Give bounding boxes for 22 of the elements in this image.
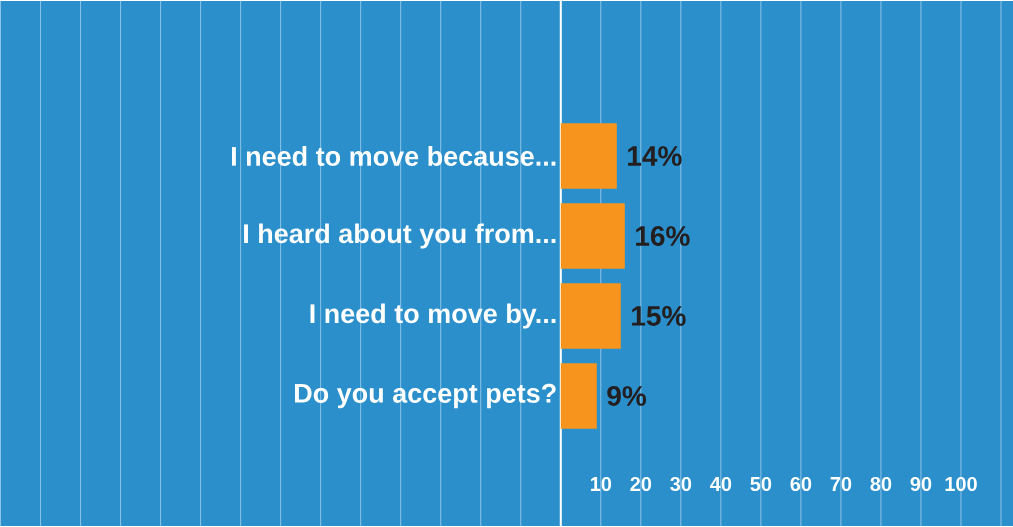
x-tick-label: 60 <box>790 476 812 492</box>
x-tick-label: 30 <box>670 476 692 492</box>
bar <box>560 363 597 429</box>
x-tick-label: 80 <box>870 476 892 492</box>
y-tick-label: I need to move because... <box>231 146 556 166</box>
x-tick-label: 20 <box>630 476 652 492</box>
x-tick-label: 90 <box>910 476 932 492</box>
x-tick-label: 40 <box>710 476 732 492</box>
data-label: 16% <box>636 226 690 246</box>
y-tick-label: I heard about you from... <box>244 223 556 249</box>
data-label: 9% <box>607 386 647 406</box>
x-tick-label: 50 <box>750 476 772 492</box>
bar <box>560 283 621 349</box>
data-label: 15% <box>632 306 686 326</box>
bar <box>560 203 625 269</box>
x-tick-label: 70 <box>830 476 852 492</box>
y-tick-label: I need to move by... <box>310 303 556 329</box>
y-tick-label: Do you accept pets? <box>295 383 556 409</box>
x-tick-label: 100 <box>945 476 977 492</box>
bar <box>560 123 617 189</box>
x-tick-label: 10 <box>590 476 612 492</box>
data-label: 14% <box>628 146 682 166</box>
